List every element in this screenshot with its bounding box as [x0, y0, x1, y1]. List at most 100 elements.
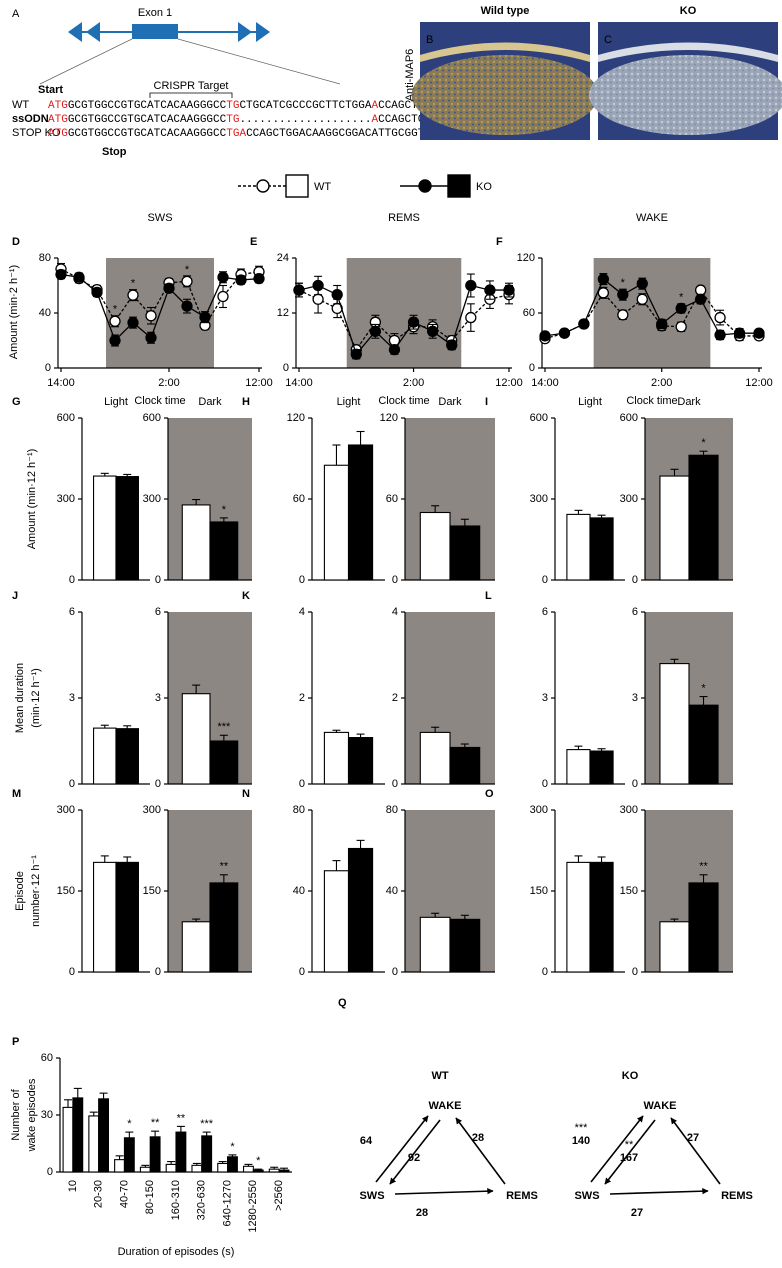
transition-arrow: [609, 1187, 709, 1195]
y-tick-label: 300: [143, 493, 161, 505]
y-tick-label: 120: [517, 252, 535, 264]
bar: [589, 750, 614, 785]
transition-arrow: [604, 1119, 656, 1185]
bar: [115, 861, 139, 973]
sequence-part: CTGCATCGCCCGCTTCTGGA: [239, 100, 371, 112]
gene-arrowhead: [238, 22, 252, 42]
point: [675, 302, 687, 315]
bar: [323, 731, 350, 785]
panel-letter: J: [12, 590, 18, 602]
y-tick-label: 6: [542, 606, 548, 618]
panel-letter: P: [12, 1036, 19, 1048]
panel-letter: Q: [338, 997, 347, 1009]
y-tick-label: 0: [47, 1166, 53, 1178]
bar: [93, 727, 117, 785]
legend-label: KO: [476, 181, 492, 193]
bar: [115, 728, 139, 785]
x-tick-label: 40-70: [118, 1180, 130, 1208]
y-axis-label: number·12 h⁻¹: [30, 855, 42, 927]
significance: ***: [200, 1118, 214, 1130]
x-axis-label: Clock time: [626, 395, 677, 407]
point: [465, 311, 477, 324]
bar: [93, 475, 117, 581]
significance: *: [701, 682, 706, 694]
x-tick-label: 14:00: [285, 377, 313, 389]
significance: ***: [575, 1122, 589, 1134]
transition-count: 27: [687, 1132, 699, 1144]
y-tick-label: 6: [69, 606, 75, 618]
sequence-part: A: [371, 114, 378, 126]
x-tick-label: 12:00: [745, 377, 773, 389]
chart-title: Light: [104, 396, 128, 408]
y-tick-label: 2: [299, 692, 305, 704]
y-tick-label: 0: [392, 778, 398, 790]
node-label: WAKE: [429, 1100, 462, 1112]
stop-label: Stop: [102, 146, 127, 158]
bar: [589, 861, 614, 973]
node-label: WAKE: [644, 1100, 677, 1112]
y-tick-label: 0: [299, 778, 305, 790]
bar: [181, 504, 211, 581]
point: [145, 332, 157, 344]
sequence: ATGGCGTGGCCGTGCATCACAAGGGCCTGACCAGCTGGAC…: [48, 128, 457, 140]
y-tick-label: 30: [41, 1109, 53, 1121]
y-tick-label: 2: [392, 692, 398, 704]
bar: [114, 1159, 125, 1173]
y-tick-label: 600: [530, 412, 548, 424]
legend-label: WT: [314, 181, 331, 193]
y-tick-label: 300: [143, 804, 161, 816]
bar: [62, 1106, 74, 1173]
bar: [566, 861, 591, 973]
panel-letter: A: [12, 8, 20, 20]
significance: **: [220, 861, 229, 873]
dark-phase: [346, 258, 462, 368]
panel-letter: I: [485, 396, 488, 408]
bar: [209, 882, 239, 973]
y-tick-label: 80: [293, 804, 305, 816]
bar: [688, 454, 719, 581]
x-axis-label: Duration of episodes (s): [118, 1246, 235, 1258]
y-tick-label: 12: [277, 307, 289, 319]
sequence-part: TG: [226, 100, 239, 112]
bar: [181, 693, 211, 785]
point: [446, 339, 458, 351]
x-tick-label: 20-30: [93, 1180, 105, 1208]
bar: [181, 921, 211, 973]
bar: [278, 1169, 290, 1173]
y-tick-label: 120: [287, 412, 305, 424]
transition-arrow: [394, 1187, 494, 1195]
significance: *: [621, 277, 626, 289]
bar: [323, 870, 350, 973]
bar: [242, 1165, 254, 1173]
panel-letter: C: [604, 34, 612, 46]
y-tick-label: 300: [620, 804, 638, 816]
bar: [688, 882, 719, 973]
sequence-part: TG: [226, 114, 239, 126]
y-tick-label: 0: [69, 778, 75, 790]
y-tick-label: 0: [155, 778, 161, 790]
sequence-part: TGA: [226, 128, 246, 140]
bar: [688, 704, 719, 785]
bar: [347, 444, 374, 581]
point: [253, 272, 265, 285]
bar: [449, 918, 481, 973]
significance: *: [230, 1141, 235, 1153]
node-label: SWS: [359, 1190, 384, 1202]
x-tick-label: 14:00: [47, 377, 75, 389]
significance: **: [177, 1112, 186, 1124]
diagram-title: WT: [431, 1070, 448, 1082]
panel-letter: D: [12, 236, 20, 248]
bar: [659, 663, 690, 785]
chart-title: Dark: [438, 396, 462, 408]
panel-letter: N: [242, 788, 250, 800]
bar: [217, 1162, 229, 1173]
transition-count: 92: [408, 1152, 420, 1164]
bar: [201, 1135, 213, 1173]
y-axis-label: Amount (min·2 h⁻¹): [8, 265, 20, 359]
sequence-part: GCGTGGCCGTGCATCACAAGGGCC: [68, 128, 227, 140]
panel-letter: B: [426, 34, 433, 46]
dark-phase: [593, 258, 711, 368]
point: [127, 289, 139, 301]
point: [369, 325, 382, 337]
bar: [191, 1164, 203, 1173]
